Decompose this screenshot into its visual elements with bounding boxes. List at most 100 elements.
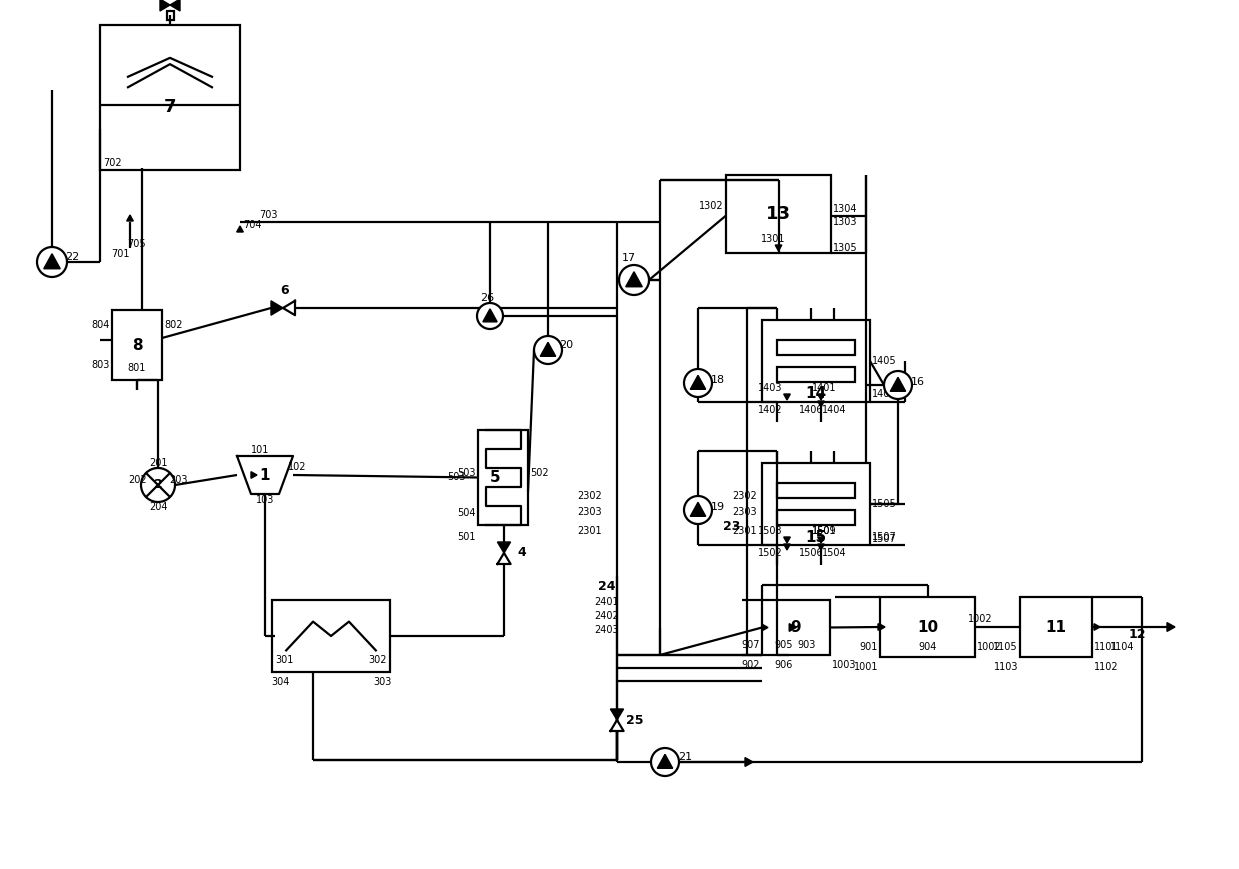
Text: 802: 802 (164, 320, 182, 330)
Polygon shape (776, 245, 782, 251)
Text: 502: 502 (530, 468, 549, 477)
Text: 21: 21 (678, 752, 693, 762)
Polygon shape (1167, 622, 1175, 632)
Text: 15: 15 (805, 529, 826, 545)
Text: 901: 901 (860, 642, 878, 652)
Polygon shape (818, 401, 824, 407)
Text: 904: 904 (918, 642, 937, 652)
Text: 803: 803 (92, 360, 110, 370)
Circle shape (141, 468, 175, 502)
Text: 1403: 1403 (758, 383, 782, 393)
Text: 1507: 1507 (872, 534, 897, 544)
Text: 7: 7 (164, 98, 176, 116)
Text: 2: 2 (154, 479, 162, 492)
Text: 302: 302 (368, 655, 387, 665)
Text: 906: 906 (774, 660, 793, 670)
Text: 2303: 2303 (577, 507, 602, 517)
Text: 2402: 2402 (595, 611, 620, 621)
Text: 2301: 2301 (732, 526, 757, 536)
Text: 14: 14 (805, 387, 826, 401)
Circle shape (477, 303, 503, 329)
Text: 17: 17 (622, 253, 636, 263)
Circle shape (534, 336, 563, 364)
Bar (166, 11, 173, 20)
Bar (762, 463, 870, 545)
Polygon shape (880, 624, 885, 630)
Polygon shape (784, 544, 790, 550)
Polygon shape (762, 624, 768, 631)
Bar (762, 600, 830, 655)
Polygon shape (658, 754, 673, 768)
Bar (273, 600, 390, 672)
Text: 1101: 1101 (1094, 642, 1119, 652)
Text: 1002: 1002 (968, 614, 992, 624)
Text: 1105: 1105 (994, 642, 1018, 652)
Text: 101: 101 (250, 445, 269, 455)
Polygon shape (690, 375, 706, 389)
Text: 702: 702 (103, 158, 121, 168)
Text: 5: 5 (491, 470, 501, 485)
Text: 2403: 2403 (595, 625, 620, 635)
Polygon shape (789, 624, 797, 632)
Text: 501: 501 (457, 532, 476, 542)
Text: 13: 13 (766, 205, 790, 223)
Text: 1507: 1507 (872, 532, 897, 542)
Circle shape (684, 369, 712, 397)
Bar (478, 430, 528, 525)
Text: 11: 11 (1046, 620, 1067, 634)
Polygon shape (155, 468, 161, 474)
Text: 1406: 1406 (799, 405, 823, 415)
Text: 2401: 2401 (595, 597, 620, 607)
Bar (1020, 597, 1092, 657)
Polygon shape (690, 502, 706, 516)
Text: 903: 903 (797, 640, 815, 650)
Polygon shape (170, 0, 180, 11)
Bar (777, 340, 855, 355)
Text: 2302: 2302 (732, 491, 757, 501)
Bar (762, 320, 870, 402)
Polygon shape (252, 472, 256, 478)
Text: 1305: 1305 (833, 243, 857, 253)
Bar (112, 310, 162, 380)
Text: 1505: 1505 (872, 499, 897, 509)
Polygon shape (126, 215, 134, 221)
Polygon shape (611, 720, 623, 731)
Text: 20: 20 (559, 340, 574, 350)
Text: 1: 1 (260, 468, 270, 482)
Text: 1401: 1401 (812, 383, 836, 393)
Text: 12: 12 (1129, 628, 1146, 641)
Circle shape (620, 265, 649, 295)
Text: 9: 9 (790, 620, 802, 635)
Text: 1003: 1003 (833, 660, 856, 670)
Text: 704: 704 (243, 220, 261, 230)
Text: 2303: 2303 (732, 507, 757, 517)
Text: 204: 204 (149, 502, 167, 512)
Polygon shape (271, 301, 282, 315)
Text: 103: 103 (255, 495, 274, 505)
Text: 203: 203 (169, 475, 187, 485)
Circle shape (650, 748, 679, 776)
Text: 1002: 1002 (978, 642, 1001, 652)
Bar (777, 483, 855, 498)
Text: 22: 22 (64, 252, 79, 262)
Polygon shape (540, 342, 556, 356)
Text: 1407: 1407 (872, 389, 897, 399)
Bar (100, 25, 240, 170)
Polygon shape (497, 553, 510, 564)
Text: 6: 6 (281, 283, 290, 296)
Polygon shape (818, 544, 824, 550)
Bar (726, 175, 831, 253)
Text: 4: 4 (518, 547, 527, 560)
Text: 902: 902 (741, 660, 760, 670)
Text: 705: 705 (126, 239, 145, 249)
Text: 202: 202 (129, 475, 147, 485)
Text: 1509: 1509 (812, 526, 836, 536)
Text: 18: 18 (711, 375, 725, 385)
Text: 504: 504 (457, 508, 476, 518)
Text: 1402: 1402 (758, 405, 782, 415)
Polygon shape (784, 394, 790, 400)
Text: 1301: 1301 (761, 234, 786, 244)
Text: 301: 301 (275, 655, 294, 665)
Text: 23: 23 (724, 521, 741, 534)
Text: 905: 905 (774, 640, 793, 650)
